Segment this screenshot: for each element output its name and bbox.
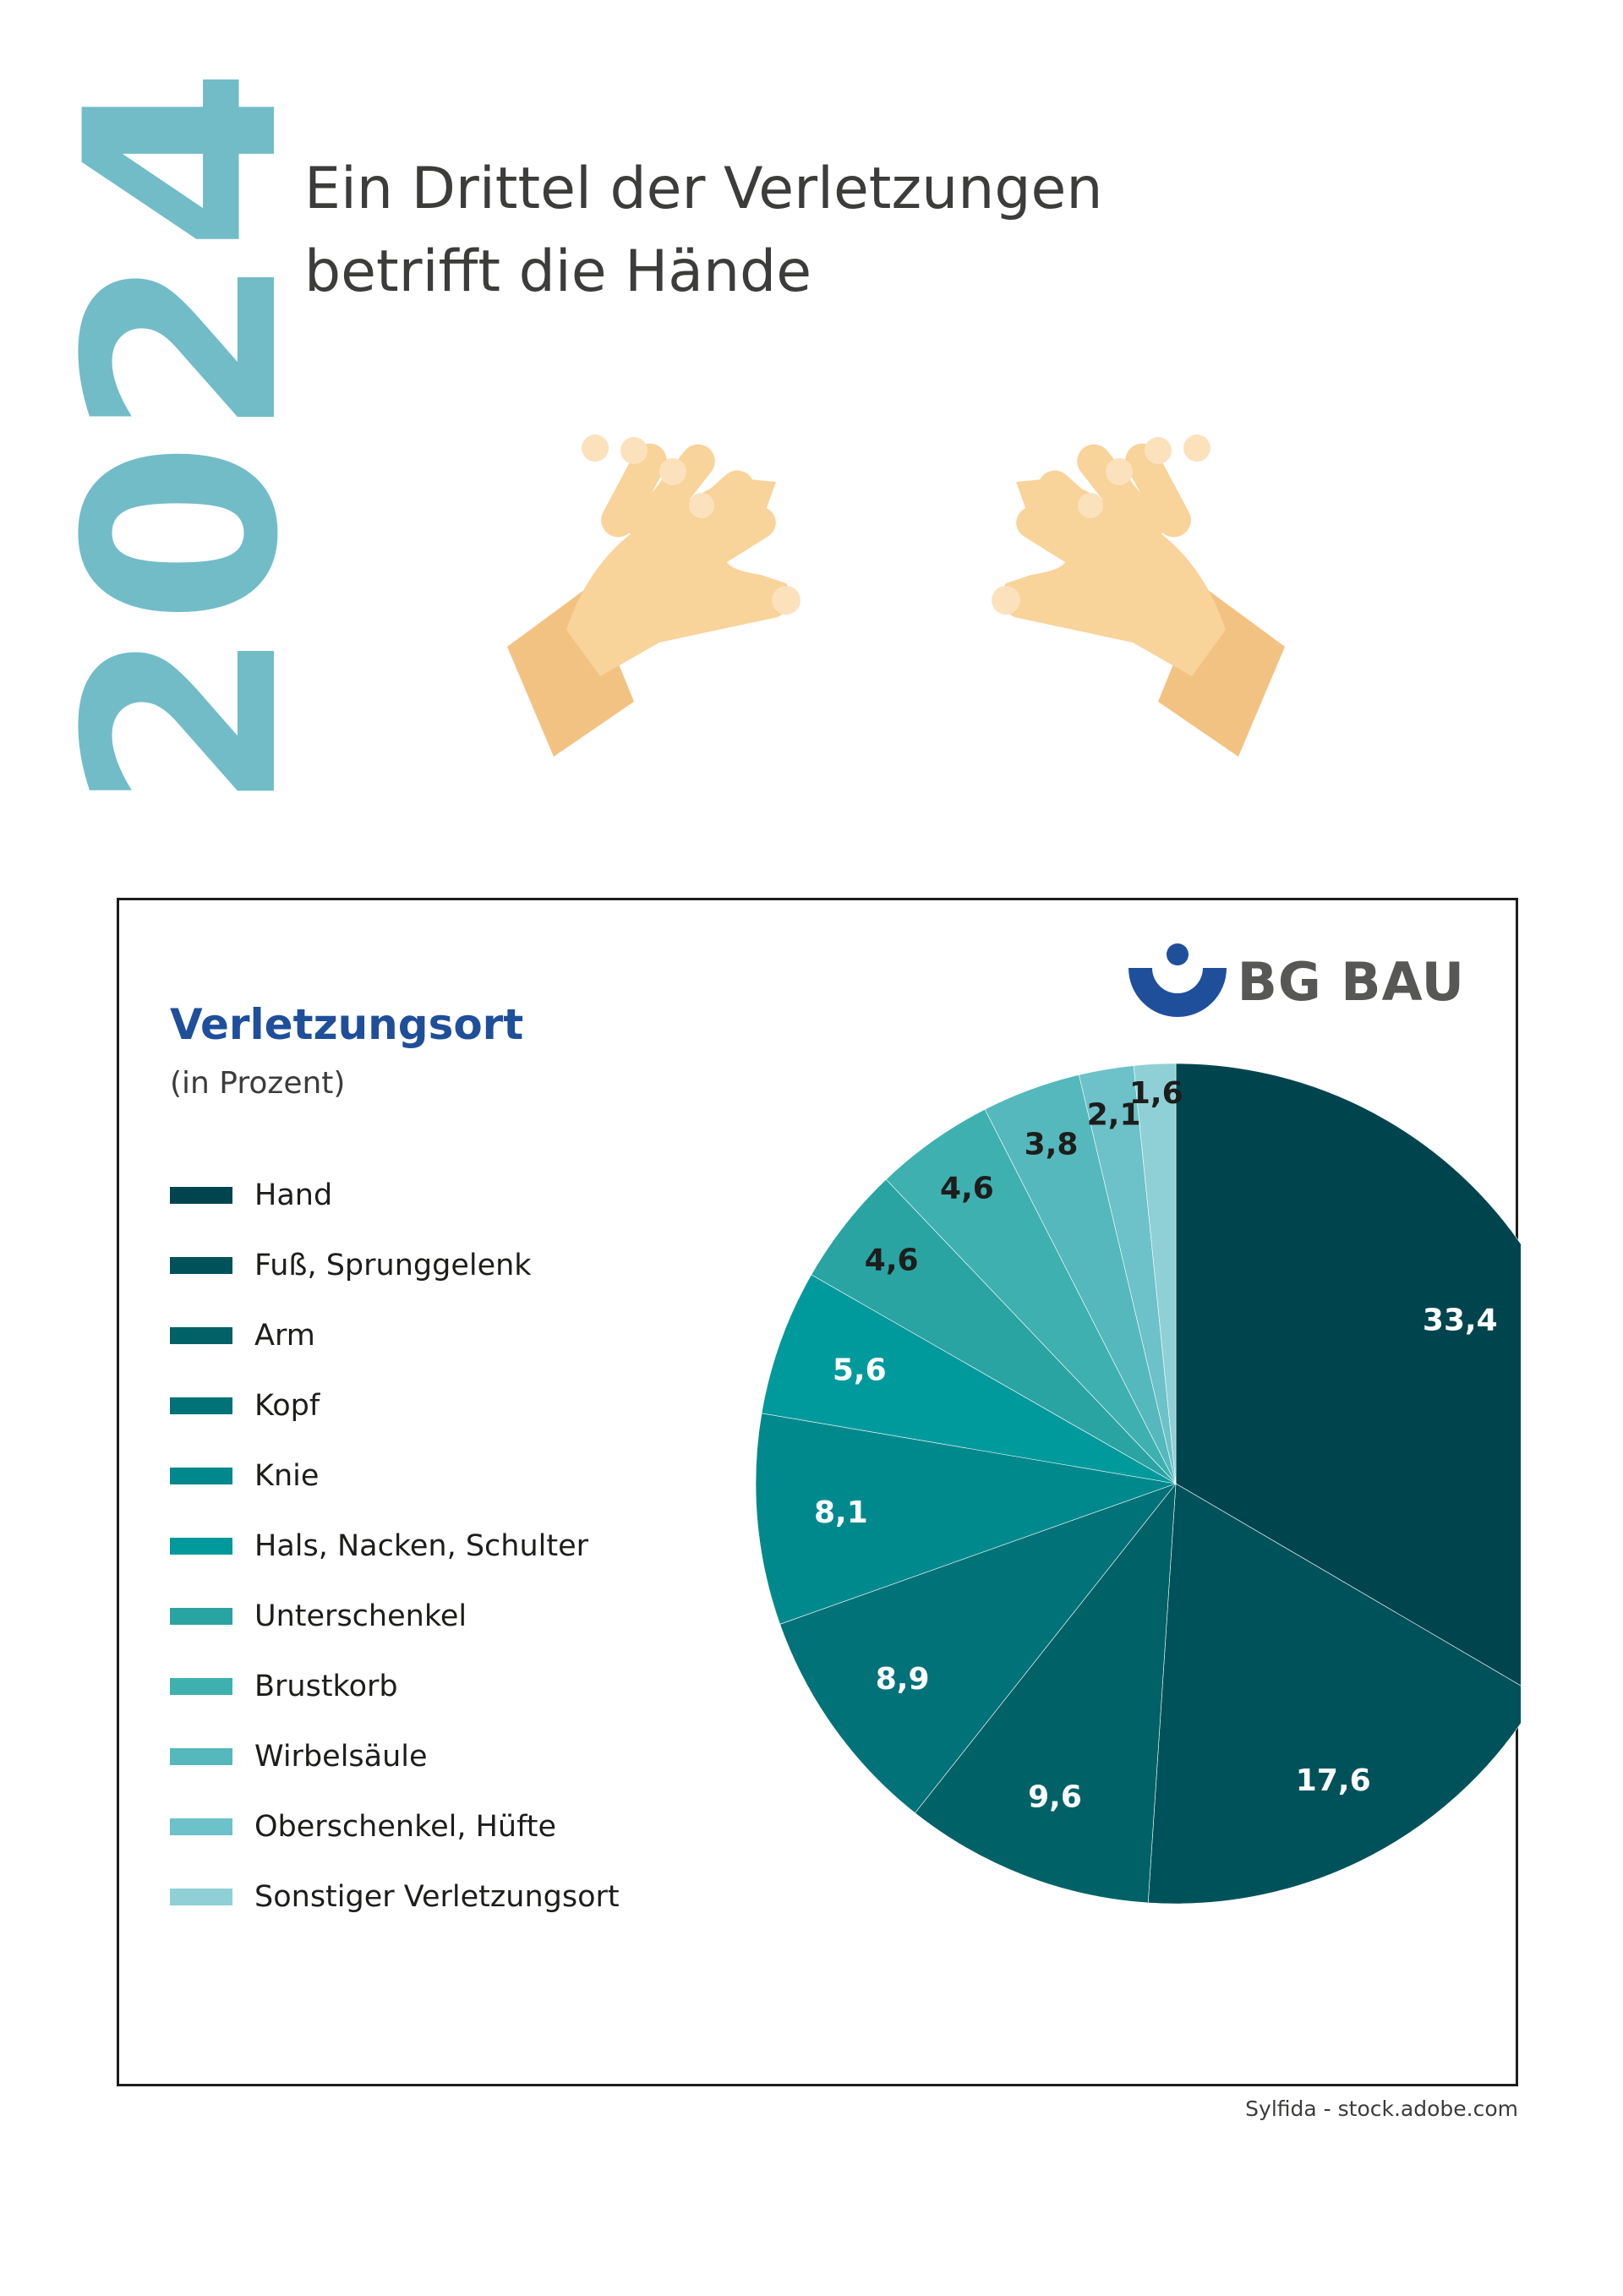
logo-text: BG BAU [1237,951,1465,1013]
legend-swatch [170,1468,232,1484]
chart-panel: BG BAU Verletzungsort (in Prozent) Hand F… [117,898,1521,2086]
legend-swatch [170,1397,232,1414]
pie-slice [915,1483,1177,1904]
legend-label: Arm [254,1319,315,1353]
pie-chart: 33,4 17,6 9,6 8,9 8,1 5,6 4,6 4,6 3,82,11,6 [755,1063,1521,1905]
pie-slice [1133,1063,1177,1484]
right-hand-icon [992,435,1285,757]
legend-label: Sonstiger Verletzungsort [254,1880,620,1914]
year-label: 2024 [29,63,336,812]
legend-label: Hals, Nacken, Schulter [254,1529,589,1563]
legend-label: Hand [254,1178,333,1212]
legend-swatch [170,1187,232,1204]
pie-slice [1147,1483,1521,1905]
legend-swatch [170,1257,232,1274]
pie-data-label: 4,6 [940,1172,994,1206]
pie-data-label: 1,6 [1129,1076,1183,1111]
legend-swatch [170,1678,232,1695]
pie-data-label: 33,4 [1423,1304,1498,1338]
hands-icon [507,435,1285,757]
legend-label: Wirbelsäule [254,1740,428,1774]
logo: BG BAU [1127,934,1465,1036]
legend-label: Unterschenkel [254,1599,467,1633]
legend-swatch [170,1818,232,1835]
legend-label: Brustkorb [254,1670,398,1703]
legend-swatch [170,1538,232,1555]
pie-data-label: 2,1 [1087,1097,1141,1132]
bg-bau-logo-icon [1128,943,1227,1017]
legend-swatch [170,1608,232,1625]
legend-swatch [170,1327,232,1344]
pie-data-label: 8,9 [876,1662,930,1697]
image-credit: Sylfida - stock.adobe.com [1245,2096,1518,2121]
legend-label: Knie [254,1459,320,1493]
pie-slice [761,1274,1177,1484]
legend-swatch [170,1748,232,1765]
legend-label: Kopf [254,1389,320,1423]
pie-data-label: 3,8 [1025,1127,1079,1162]
headline-line-2: betrifft die Hände [304,238,812,305]
legend-swatch [170,1889,232,1905]
pie-data-label: 9,6 [1028,1779,1082,1814]
pie-data-label: 17,6 [1296,1763,1371,1798]
pie-slice [779,1483,1177,1814]
headline-line-1: Ein Drittel der Verletzungen [304,156,1103,222]
pie-slice [1175,1063,1521,1686]
pie-data-label: 5,6 [833,1353,887,1387]
legend-label: Oberschenkel, Hüfte [254,1810,557,1844]
pie-data-label: 8,1 [814,1495,868,1530]
left-hand-icon [507,435,801,757]
pie-data-label: 4,6 [865,1244,919,1278]
chart-subtitle: (in Prozent) [170,1066,346,1101]
page-headline: Ein Drittel der Verletzungen betrifft di… [304,148,1572,314]
legend-label: Fuß, Sprunggelenk [254,1249,532,1282]
chart-title: Verletzungsort [170,1000,524,1049]
